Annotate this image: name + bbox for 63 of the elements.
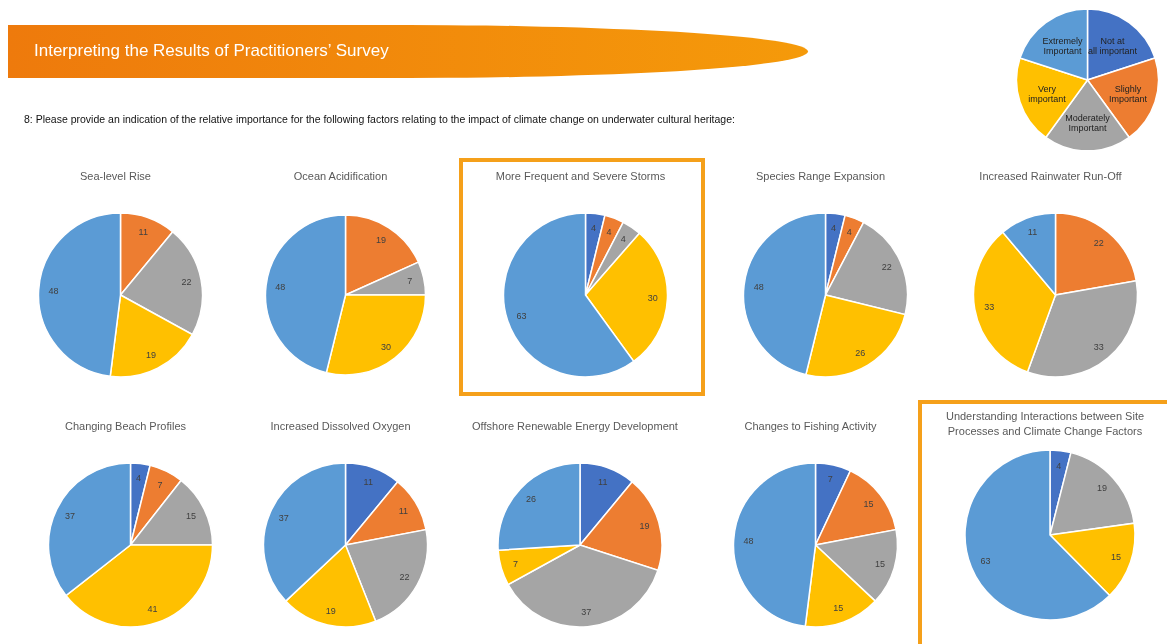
data-label: 26 (855, 347, 866, 358)
data-label: 63 (980, 556, 991, 567)
data-label: 63 (516, 310, 527, 321)
data-label: 15 (185, 510, 196, 521)
chart-title: Changes to Fishing Activity (743, 419, 878, 434)
data-label: 11 (598, 476, 608, 487)
data-label: 37 (65, 510, 76, 521)
data-label: 7 (512, 558, 518, 569)
chart-title: Ocean Acidification (292, 169, 389, 184)
data-label: 15 (863, 498, 874, 509)
data-label: 4 (831, 223, 837, 234)
slice-label: Slighly Important (1109, 83, 1148, 104)
data-label: 7 (157, 479, 163, 490)
data-label: 19 (376, 234, 387, 245)
data-label: 22 (1093, 238, 1104, 249)
data-label: 48 (743, 535, 754, 546)
chart-title: Offshore Renewable Energy Development (471, 419, 679, 434)
data-label: 7 (407, 276, 413, 287)
slice-label: Extremely Important (1042, 36, 1083, 56)
data-label: 4 (620, 234, 626, 245)
chart-title: Increased Dissolved Oxygen (269, 419, 412, 434)
data-label: 11 (1027, 226, 1038, 237)
banner: Interpreting the Results of Practitioners’ Survey (8, 25, 808, 78)
data-label: 19 (1096, 483, 1107, 494)
slice-label: Moderately Important (1065, 113, 1111, 133)
chart-title: Changing Beach Profiles (63, 419, 188, 434)
data-label: 11 (398, 505, 409, 516)
data-label: 26 (525, 493, 536, 504)
data-label: 37 (581, 606, 592, 617)
data-label: 4 (606, 227, 612, 238)
data-label: 22 (181, 277, 192, 288)
data-label: 11 (363, 476, 373, 487)
chart-title: Sea-level Rise (79, 169, 152, 184)
data-label: 7 (827, 474, 833, 485)
data-label: 22 (399, 572, 410, 583)
data-label: 48 (275, 282, 286, 293)
data-label: 48 (48, 285, 59, 296)
text: 8: Please provide an indication of the relative importance for the following factors relating to the impact of climate change on underwater cultural heritage: (24, 113, 735, 125)
data-label: 37 (278, 513, 289, 524)
data-label: 30 (647, 293, 658, 304)
data-label: 48 (753, 281, 764, 292)
data-label: 4 (1056, 460, 1062, 471)
data-label: 22 (881, 262, 892, 273)
data-label: 4 (591, 223, 597, 234)
data-label: 15 (1111, 552, 1122, 563)
slice-label: Very important (1028, 83, 1067, 104)
data-label: 19 (146, 349, 157, 360)
data-label: 19 (639, 521, 650, 532)
data-label: 4 (136, 473, 142, 484)
slice-label: Not at all important (1088, 36, 1138, 56)
chart-title: More Frequent and Severe Storms (494, 169, 667, 184)
data-label: 33 (984, 301, 995, 312)
chart-title: Increased Rainwater Run-Off (978, 169, 1123, 184)
chart-title: Understanding Interactions between Site Processes and Climate Change Factors (944, 409, 1146, 439)
data-label: 41 (147, 603, 158, 614)
data-label: 4 (846, 227, 852, 238)
data-label: 15 (833, 603, 844, 614)
data-label: 19 (325, 605, 336, 616)
chart-title: Species Range Expansion (755, 169, 886, 184)
data-label: 15 (875, 558, 886, 569)
data-label: 33 (1093, 341, 1104, 352)
data-label: 30 (380, 341, 391, 352)
data-label: 11 (138, 226, 148, 237)
